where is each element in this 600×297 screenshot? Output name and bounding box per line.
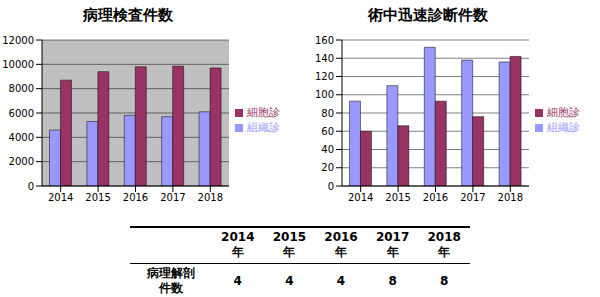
svg-text:2018: 2018 bbox=[198, 192, 223, 203]
svg-text:12000: 12000 bbox=[8, 35, 34, 46]
svg-text:2015: 2015 bbox=[85, 192, 110, 203]
svg-text:120: 120 bbox=[315, 71, 334, 82]
svg-text:40: 40 bbox=[321, 144, 334, 155]
svg-text:2016: 2016 bbox=[423, 192, 448, 203]
svg-text:2000: 2000 bbox=[9, 156, 34, 167]
svg-text:2016: 2016 bbox=[123, 192, 148, 203]
html-text:病理解剖: 病理解剖 bbox=[147, 266, 195, 280]
html-text:病理検査件数: 病理検査件数 bbox=[82, 6, 173, 24]
html-text:4: 4 bbox=[285, 274, 294, 288]
svg-text:2017: 2017 bbox=[460, 192, 485, 203]
html-text:2015年: 2015年 bbox=[272, 230, 307, 259]
html-text:2014年: 2014年 bbox=[221, 230, 255, 259]
html-text:組織診: 組織診 bbox=[247, 121, 280, 134]
svg-text:0: 0 bbox=[328, 181, 334, 192]
html-text:2016年: 2016年 bbox=[324, 230, 358, 259]
html-text:8: 8 bbox=[388, 274, 397, 288]
svg-text:60: 60 bbox=[321, 126, 334, 137]
html-text:術中迅速診断件数: 術中迅速診断件数 bbox=[367, 6, 488, 24]
html-text:細胞診: 細胞診 bbox=[547, 106, 580, 119]
svg-text:10000: 10000 bbox=[8, 59, 34, 70]
svg-text:2017: 2017 bbox=[160, 192, 185, 203]
svg-text:6000: 6000 bbox=[9, 108, 34, 119]
svg-text:2014: 2014 bbox=[48, 192, 73, 203]
svg-text:8000: 8000 bbox=[9, 83, 34, 94]
svg-text:0: 0 bbox=[28, 181, 34, 192]
html-text:組織診: 組織診 bbox=[547, 121, 580, 134]
svg-text:160: 160 bbox=[315, 35, 334, 46]
html-text:4: 4 bbox=[233, 274, 242, 288]
html-text:2018年: 2018年 bbox=[427, 230, 461, 259]
html-text:8: 8 bbox=[440, 274, 449, 288]
html-text:件数: 件数 bbox=[159, 281, 183, 295]
svg-text:140: 140 bbox=[315, 53, 334, 64]
svg-text:2018: 2018 bbox=[498, 192, 523, 203]
svg-text:20: 20 bbox=[321, 162, 334, 173]
html-text:4: 4 bbox=[336, 274, 346, 288]
html-text:細胞診: 細胞診 bbox=[247, 106, 280, 119]
svg-text:80: 80 bbox=[321, 108, 334, 119]
svg-text:4000: 4000 bbox=[9, 132, 34, 143]
svg-text:100: 100 bbox=[315, 89, 334, 100]
svg-text:2015: 2015 bbox=[385, 192, 410, 203]
svg-text:2014: 2014 bbox=[348, 192, 373, 203]
html-text:2017年: 2017年 bbox=[375, 230, 410, 259]
